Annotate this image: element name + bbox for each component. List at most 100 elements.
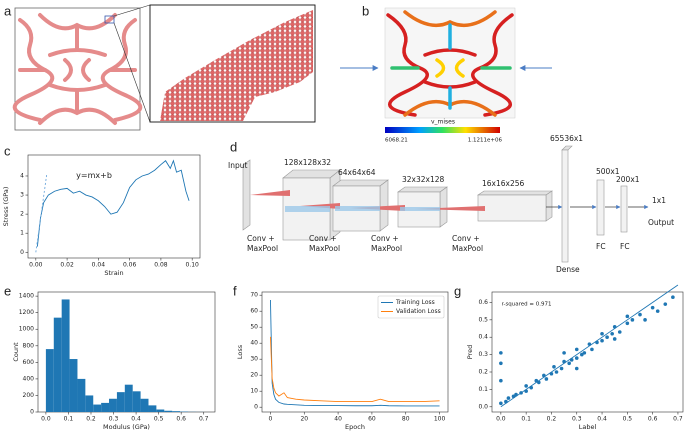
hist-bar [140, 398, 149, 412]
panel-label: a [4, 3, 12, 18]
scatter-point [574, 356, 579, 360]
y-tick-label: 0 [30, 409, 34, 416]
scatter-point [524, 384, 528, 388]
x-tick-label: 80 [402, 416, 410, 423]
scatter-point [612, 337, 617, 341]
x-tick-label: 0.4 [597, 416, 607, 423]
y-tick-label: 60 [250, 308, 258, 315]
fc-label: FC [620, 242, 630, 251]
zoom-line [113, 22, 151, 123]
annotation: y=mx+b [76, 171, 112, 180]
legend-frame [377, 295, 445, 319]
y-tick-label: 1 [20, 230, 24, 237]
line-series [35, 174, 48, 253]
line-series [270, 299, 440, 407]
y-tick-label: 50 [250, 324, 258, 331]
zoom-box [104, 15, 115, 24]
scatter-point [617, 330, 622, 334]
scatter-point [590, 347, 594, 352]
scatter-point [650, 305, 655, 310]
line-series [500, 284, 679, 408]
output-label: Output [648, 218, 674, 227]
input-label: Input [228, 161, 247, 170]
x-tick-label: 0.7 [673, 416, 683, 423]
y-tick-label: 0.0 [478, 403, 488, 410]
line-series [36, 159, 190, 247]
zoomed-lattice [160, 10, 313, 121]
scatter-point [638, 312, 642, 317]
hist-bar [45, 349, 54, 412]
hist-bar [156, 409, 165, 412]
panel-label: g [454, 283, 461, 298]
x-tick-label: 0.08 [154, 262, 168, 269]
y-tick-label: 30 [250, 356, 258, 363]
y-axis-label: Pred [466, 345, 474, 359]
x-tick-label: 0.3 [109, 416, 119, 423]
x-tick-label: 0.5 [623, 416, 633, 423]
x-tick-label: 0.10 [186, 262, 200, 269]
annotation: r-squared = 0.971 [502, 302, 552, 308]
hist-bar [109, 398, 117, 412]
x-tick-label: 0.2 [86, 416, 96, 423]
hist-bar [77, 378, 86, 412]
colorbar [385, 127, 500, 133]
y-tick-label: 0.1 [478, 386, 488, 393]
colorbar-min: 6068.21 [385, 138, 408, 144]
y-axis-label: Loss [236, 344, 244, 359]
scatter-point [655, 309, 660, 313]
hist-bar [116, 392, 125, 412]
y-tick-label: 1400 [19, 293, 34, 300]
input-plate [242, 159, 251, 231]
layer-box [545, 190, 553, 222]
y-tick-label: 10 [250, 388, 258, 395]
y-tick-label: 70 [250, 292, 258, 299]
y-tick-label: 40 [250, 340, 258, 347]
y-tick-label: 0 [254, 404, 258, 411]
x-axis-label: Strain [104, 269, 123, 277]
line-series [270, 336, 440, 403]
hist-bar [124, 384, 133, 412]
axes-frame [261, 291, 449, 413]
scatter-point [499, 351, 503, 355]
conv-label: MaxPool [247, 244, 278, 253]
shape-label: 32x32x128 [402, 175, 445, 184]
y-tick-label: 0.6 [478, 299, 488, 306]
x-tick-label: 0.6 [648, 416, 658, 423]
dense-layer [561, 145, 573, 151]
y-axis-label: Count [12, 342, 20, 362]
x-tick-label: 0.4 [131, 416, 141, 423]
hist-bar [85, 395, 94, 412]
layer-box [477, 190, 553, 196]
conv-cone [415, 206, 485, 211]
x-tick-label: 100 [434, 416, 446, 423]
y-tick-label: 4 [20, 172, 24, 179]
scatter-point [552, 364, 556, 369]
x-tick-label: 0.00 [29, 262, 43, 269]
y-tick-label: 600 [23, 359, 35, 366]
fc-label: FC [596, 242, 606, 251]
hist-bar [164, 410, 173, 412]
y-tick-label: 200 [23, 392, 35, 399]
scatter-point [600, 338, 604, 343]
conv-label: MaxPool [371, 244, 402, 253]
x-tick-label: 0.3 [572, 416, 582, 423]
hist-bar [61, 299, 70, 412]
panel-label: d [230, 139, 237, 154]
y-axis-label: Stress (GPa) [2, 187, 10, 227]
x-tick-label: 0 [269, 416, 273, 423]
scatter-point [506, 396, 511, 400]
x-axis-label: Label [579, 423, 597, 431]
hist-bar [132, 391, 141, 412]
y-tick-label: 0 [20, 249, 24, 256]
y-tick-label: 1000 [19, 326, 34, 333]
scatter-point [625, 314, 630, 319]
scatter-point [499, 361, 503, 366]
hist-bar [93, 404, 102, 412]
shape-label: 200x1 [616, 175, 640, 184]
colorbar-max: 1.1211e+06 [468, 138, 503, 144]
conv-label: MaxPool [309, 244, 340, 253]
x-tick-label: 0.0 [41, 416, 51, 423]
scatter-point [554, 370, 559, 374]
scatter-point [643, 318, 647, 322]
